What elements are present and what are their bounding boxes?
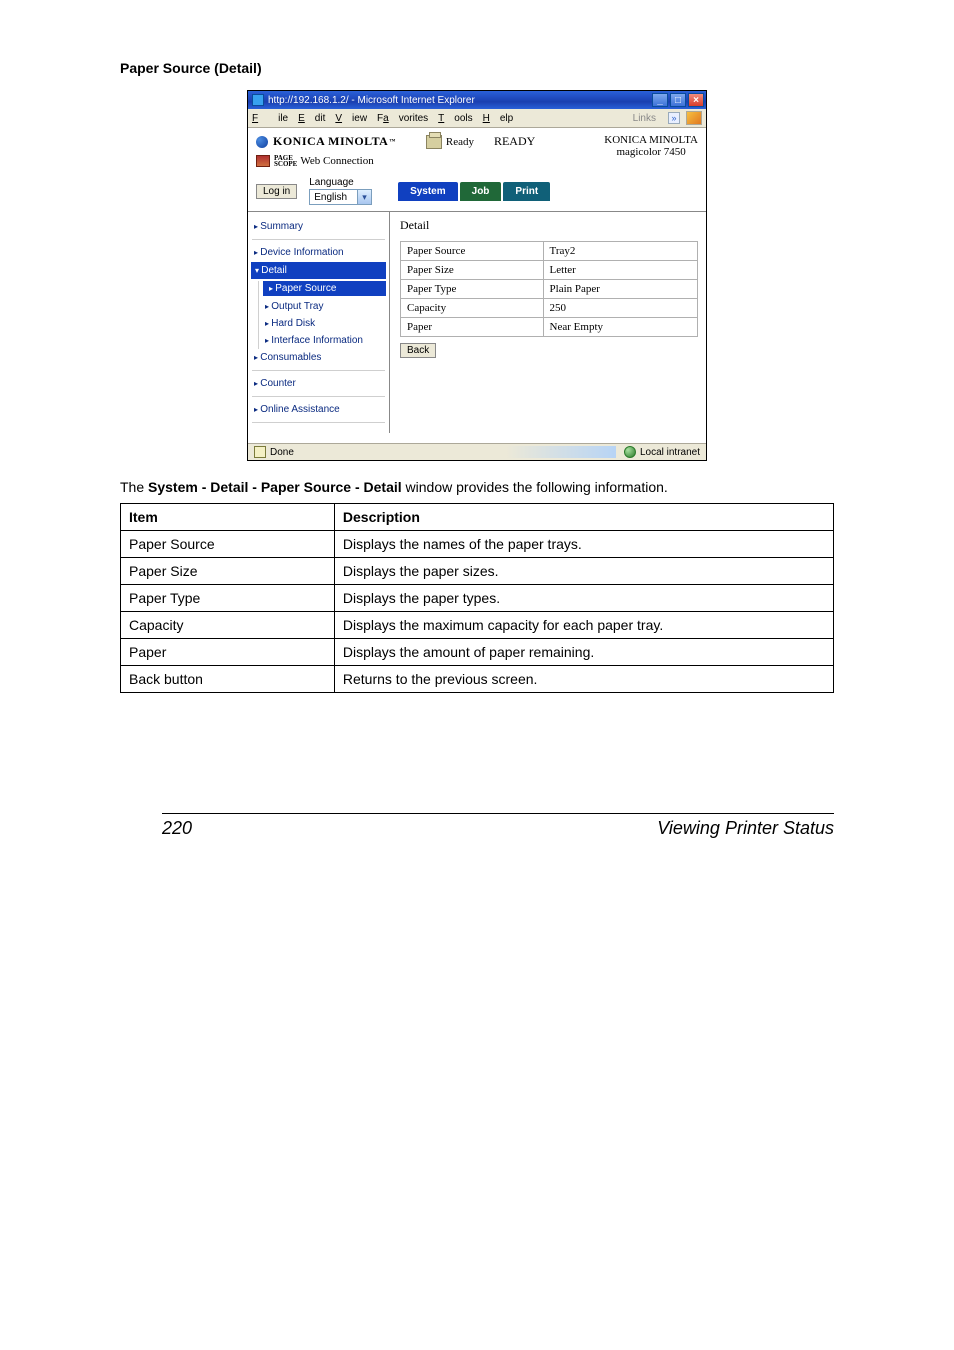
links-label: Links — [633, 113, 656, 124]
table-row: Back buttonReturns to the previous scree… — [121, 666, 834, 693]
breadcrumb-bold: System - Detail - Paper Source - Detail — [148, 479, 402, 495]
login-button[interactable]: Log in — [256, 184, 297, 199]
cell-key: Paper Size — [401, 261, 544, 280]
browser-menubar: File Edit View Favorites Tools Help Link… — [248, 109, 706, 128]
breadcrumb-sentence: The System - Detail - Paper Source - Det… — [120, 479, 834, 495]
info-cell: Displays the maximum capacity for each p… — [334, 612, 833, 639]
menu-favorites[interactable]: Favorites — [377, 113, 428, 124]
table-row: Capacity 250 — [401, 299, 698, 318]
printer-icon — [426, 135, 442, 149]
info-head-item: Item — [121, 504, 335, 531]
menu-file[interactable]: File — [252, 113, 288, 124]
window-minimize-button[interactable]: _ — [652, 93, 668, 107]
info-cell: Returns to the previous screen. — [334, 666, 833, 693]
tab-print[interactable]: Print — [503, 182, 550, 201]
status-gradient — [506, 446, 616, 458]
info-cell: Paper Source — [121, 531, 335, 558]
links-chevron-icon[interactable]: » — [668, 112, 680, 124]
table-row: PaperDisplays the amount of paper remain… — [121, 639, 834, 666]
status-zone: Local intranet — [640, 447, 700, 458]
pagescope-label: PAGESCOPE — [274, 155, 297, 167]
table-row: Paper TypeDisplays the paper types. — [121, 585, 834, 612]
language-select[interactable]: English ▾ — [309, 189, 372, 205]
brand-logo: KONICA MINOLTA™ — [256, 134, 396, 149]
cell-val: 250 — [543, 299, 697, 318]
info-cell: Back button — [121, 666, 335, 693]
browser-statusbar: Done Local intranet — [248, 443, 706, 460]
page-icon — [254, 446, 266, 458]
language-label: Language — [309, 177, 372, 188]
ie-throbber-icon — [686, 111, 702, 125]
sidebar-item-detail[interactable]: Detail — [251, 262, 386, 279]
pagescope-icon — [256, 155, 270, 167]
table-row: CapacityDisplays the maximum capacity fo… — [121, 612, 834, 639]
back-button[interactable]: Back — [400, 343, 436, 358]
table-row: Paper Type Plain Paper — [401, 280, 698, 299]
chevron-down-icon: ▾ — [357, 190, 371, 204]
menu-help[interactable]: Help — [483, 113, 514, 124]
intranet-icon — [624, 446, 636, 458]
sidebar-item-interface-info[interactable]: Interface Information — [263, 332, 385, 349]
detail-heading: Detail — [400, 218, 698, 233]
table-row: Paper Source Tray2 — [401, 242, 698, 261]
info-cell: Displays the names of the paper trays. — [334, 531, 833, 558]
printer-ready-big: READY — [494, 134, 535, 149]
cell-val: Plain Paper — [543, 280, 697, 299]
info-cell: Displays the paper types. — [334, 585, 833, 612]
cell-val: Near Empty — [543, 318, 697, 337]
language-value: English — [310, 192, 357, 203]
sidebar-item-paper-source[interactable]: Paper Source — [263, 281, 386, 296]
info-cell: Paper Type — [121, 585, 335, 612]
page-number: 220 — [162, 818, 192, 839]
table-row: Paper Size Letter — [401, 261, 698, 280]
sidebar: Summary Device Information Detail Paper … — [248, 212, 390, 433]
table-row: Paper Near Empty — [401, 318, 698, 337]
sidebar-item-output-tray[interactable]: Output Tray — [263, 298, 385, 315]
sidebar-item-device-info[interactable]: Device Information — [252, 244, 385, 261]
sidebar-item-summary[interactable]: Summary — [252, 218, 385, 235]
printer-ready-small: Ready — [446, 136, 474, 148]
info-cell: Displays the paper sizes. — [334, 558, 833, 585]
sidebar-item-online-assistance[interactable]: Online Assistance — [252, 401, 385, 418]
cell-val: Letter — [543, 261, 697, 280]
table-row: Paper SourceDisplays the names of the pa… — [121, 531, 834, 558]
section-title: Paper Source (Detail) — [120, 60, 834, 76]
window-titlebar: http://192.168.1.2/ - Microsoft Internet… — [248, 91, 706, 109]
tab-system[interactable]: System — [398, 182, 458, 201]
info-cell: Displays the amount of paper remaining. — [334, 639, 833, 666]
tab-job[interactable]: Job — [460, 182, 502, 201]
cell-key: Paper — [401, 318, 544, 337]
footer-status: Viewing Printer Status — [657, 818, 834, 839]
cell-key: Paper Type — [401, 280, 544, 299]
detail-table: Paper Source Tray2 Paper Size Letter Pap… — [400, 241, 698, 337]
browser-window: http://192.168.1.2/ - Microsoft Internet… — [247, 90, 707, 461]
globe-icon — [256, 136, 268, 148]
table-row: Paper SizeDisplays the paper sizes. — [121, 558, 834, 585]
info-table: Item Description Paper SourceDisplays th… — [120, 503, 834, 693]
menu-edit[interactable]: Edit — [298, 113, 325, 124]
cell-key: Paper Source — [401, 242, 544, 261]
web-connection-label: Web Connection — [300, 155, 373, 167]
window-title: http://192.168.1.2/ - Microsoft Internet… — [268, 95, 475, 106]
cell-val: Tray2 — [543, 242, 697, 261]
info-head-desc: Description — [334, 504, 833, 531]
window-close-button[interactable]: × — [688, 93, 704, 107]
info-cell: Paper Size — [121, 558, 335, 585]
menu-tools[interactable]: Tools — [438, 113, 472, 124]
model-line2: magicolor 7450 — [604, 146, 698, 158]
info-cell: Capacity — [121, 612, 335, 639]
status-done: Done — [270, 447, 294, 458]
sidebar-item-counter[interactable]: Counter — [252, 375, 385, 392]
cell-key: Capacity — [401, 299, 544, 318]
brand-text: KONICA MINOLTA — [273, 134, 388, 149]
sidebar-item-consumables[interactable]: Consumables — [252, 349, 385, 366]
info-cell: Paper — [121, 639, 335, 666]
ie-icon — [252, 94, 264, 106]
window-maximize-button[interactable]: □ — [670, 93, 686, 107]
menu-view[interactable]: View — [335, 113, 367, 124]
model-line1: KONICA MINOLTA — [604, 134, 698, 146]
sidebar-item-hard-disk[interactable]: Hard Disk — [263, 315, 385, 332]
